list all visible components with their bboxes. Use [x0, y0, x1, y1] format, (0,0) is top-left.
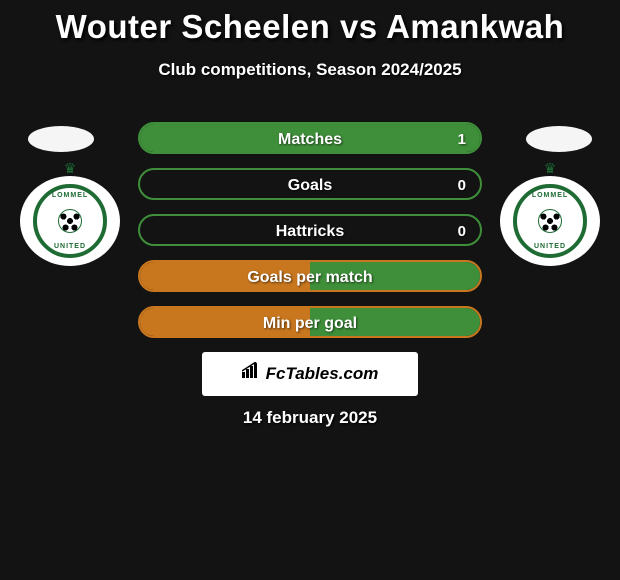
crown-icon: ♛ [64, 160, 77, 177]
page-subtitle: Club competitions, Season 2024/2025 [0, 60, 620, 80]
player-left-club-badge: ♛ LOMMEL UNITED [20, 176, 120, 266]
stat-label: Hattricks [140, 216, 480, 244]
stat-label: Goals [140, 170, 480, 198]
club-badge-inner: LOMMEL UNITED [513, 184, 587, 258]
stat-value-right: 0 [458, 170, 466, 198]
stat-value-right: 0 [458, 216, 466, 244]
stat-row: Matches1 [138, 122, 482, 154]
brand-badge: FcTables.com [202, 352, 418, 396]
stat-row: Goals per match [138, 260, 482, 292]
page-title: Wouter Scheelen vs Amankwah [0, 0, 620, 46]
bar-chart-icon [242, 351, 262, 395]
player-right-flag [526, 126, 592, 152]
club-name-bottom: UNITED [37, 243, 103, 250]
club-name-bottom: UNITED [517, 243, 583, 250]
soccer-ball-icon [538, 209, 562, 233]
stat-label: Matches [140, 124, 480, 152]
soccer-ball-icon [58, 209, 82, 233]
player-left-flag [28, 126, 94, 152]
stat-label: Min per goal [140, 308, 480, 336]
stats-rows-container: Matches1Goals0Hattricks0Goals per matchM… [138, 122, 482, 352]
club-name-top: LOMMEL [517, 192, 583, 199]
date-text: 14 february 2025 [0, 408, 620, 428]
club-name-top: LOMMEL [37, 192, 103, 199]
stat-row: Min per goal [138, 306, 482, 338]
stat-value-right: 1 [458, 124, 466, 152]
stat-row: Hattricks0 [138, 214, 482, 246]
comparison-infographic: Wouter Scheelen vs Amankwah Club competi… [0, 0, 620, 580]
stat-row: Goals0 [138, 168, 482, 200]
player-right-club-badge: ♛ LOMMEL UNITED [500, 176, 600, 266]
crown-icon: ♛ [544, 160, 557, 177]
brand-text: FcTables.com [266, 364, 379, 383]
club-badge-inner: LOMMEL UNITED [33, 184, 107, 258]
stat-label: Goals per match [140, 262, 480, 290]
